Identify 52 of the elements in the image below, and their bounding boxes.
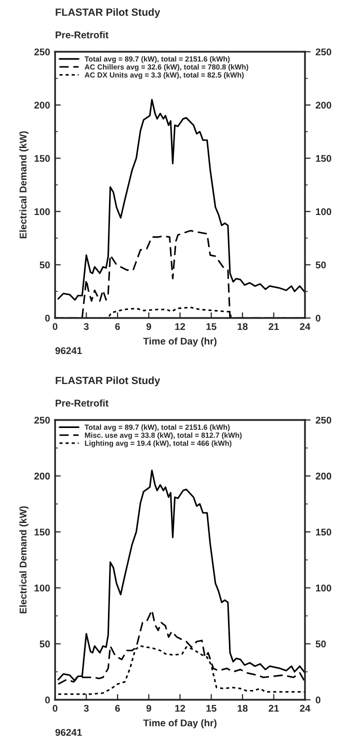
y2-tick-label: 50 (316, 640, 326, 648)
x-tick-label: 21 (268, 323, 279, 330)
y2-tick-label: 200 (316, 102, 332, 109)
text: 96241 (55, 347, 82, 354)
y2-tick-label: 100 (316, 208, 332, 216)
x-tick-label: 0 (52, 704, 58, 712)
y2-tick-label: 150 (316, 528, 332, 536)
y-tick-label: 150 (34, 154, 50, 162)
x-tick-label: 9 (146, 323, 152, 330)
y-tick-label: 100 (34, 584, 50, 592)
y-tick-label: 150 (34, 528, 50, 536)
y-tick-label: 250 (34, 416, 50, 424)
x-tick-label: 24 (300, 323, 310, 330)
y-tick-label: 50 (40, 261, 50, 268)
x-tick-label: 21 (268, 704, 279, 712)
y2-tick-label: 100 (316, 584, 332, 592)
y-tick-label: 0 (45, 314, 50, 322)
text: 96241 (55, 728, 82, 736)
y-tick-label: 200 (34, 472, 50, 480)
chart-subtitle: Pre-Retrofit (56, 31, 108, 38)
x-tick-label: 15 (206, 323, 216, 330)
x-tick-label: 6 (115, 323, 120, 330)
y2-tick-label: 150 (316, 154, 332, 162)
y-tick-label: 100 (34, 208, 50, 216)
chart-title: FLASTAR Pilot Study (56, 8, 160, 18)
y2-tick-label: 0 (316, 696, 320, 704)
x-tick-label: 18 (238, 704, 248, 712)
y2-tick-label: 200 (316, 472, 332, 480)
x-tick-label: 12 (175, 323, 186, 330)
y2-tick-label: 50 (316, 261, 326, 268)
y2-tick-label: 250 (316, 416, 332, 424)
y-tick-label: 250 (34, 48, 50, 56)
x-tick-label: 18 (238, 323, 248, 330)
x-tick-label: 12 (175, 704, 186, 712)
x-tick-label: 3 (84, 704, 89, 712)
x-tick-label: 9 (146, 704, 152, 712)
x-tick-label: 15 (206, 704, 216, 712)
y2-tick-label: 0 (316, 314, 320, 322)
y-tick-label: 0 (45, 696, 50, 704)
x-tick-label: 6 (115, 704, 120, 712)
chart-subtitle: Pre-Retrofit (56, 399, 108, 407)
y-tick-label: 50 (40, 640, 50, 648)
x-axis-title: Time of Day (hr) (143, 337, 216, 347)
y-axis-title: Electrical Demand (kW) (19, 131, 28, 238)
y-axis-title: Electrical Demand (kW) (19, 506, 28, 614)
chart-title: FLASTAR Pilot Study (56, 376, 160, 386)
x-tick-label: 24 (300, 704, 310, 712)
x-tick-label: 0 (52, 323, 58, 330)
y-tick-label: 200 (34, 102, 50, 109)
x-axis-title: Time of Day (hr) (143, 719, 216, 728)
y2-tick-label: 250 (316, 48, 332, 56)
x-tick-label: 3 (84, 323, 89, 330)
